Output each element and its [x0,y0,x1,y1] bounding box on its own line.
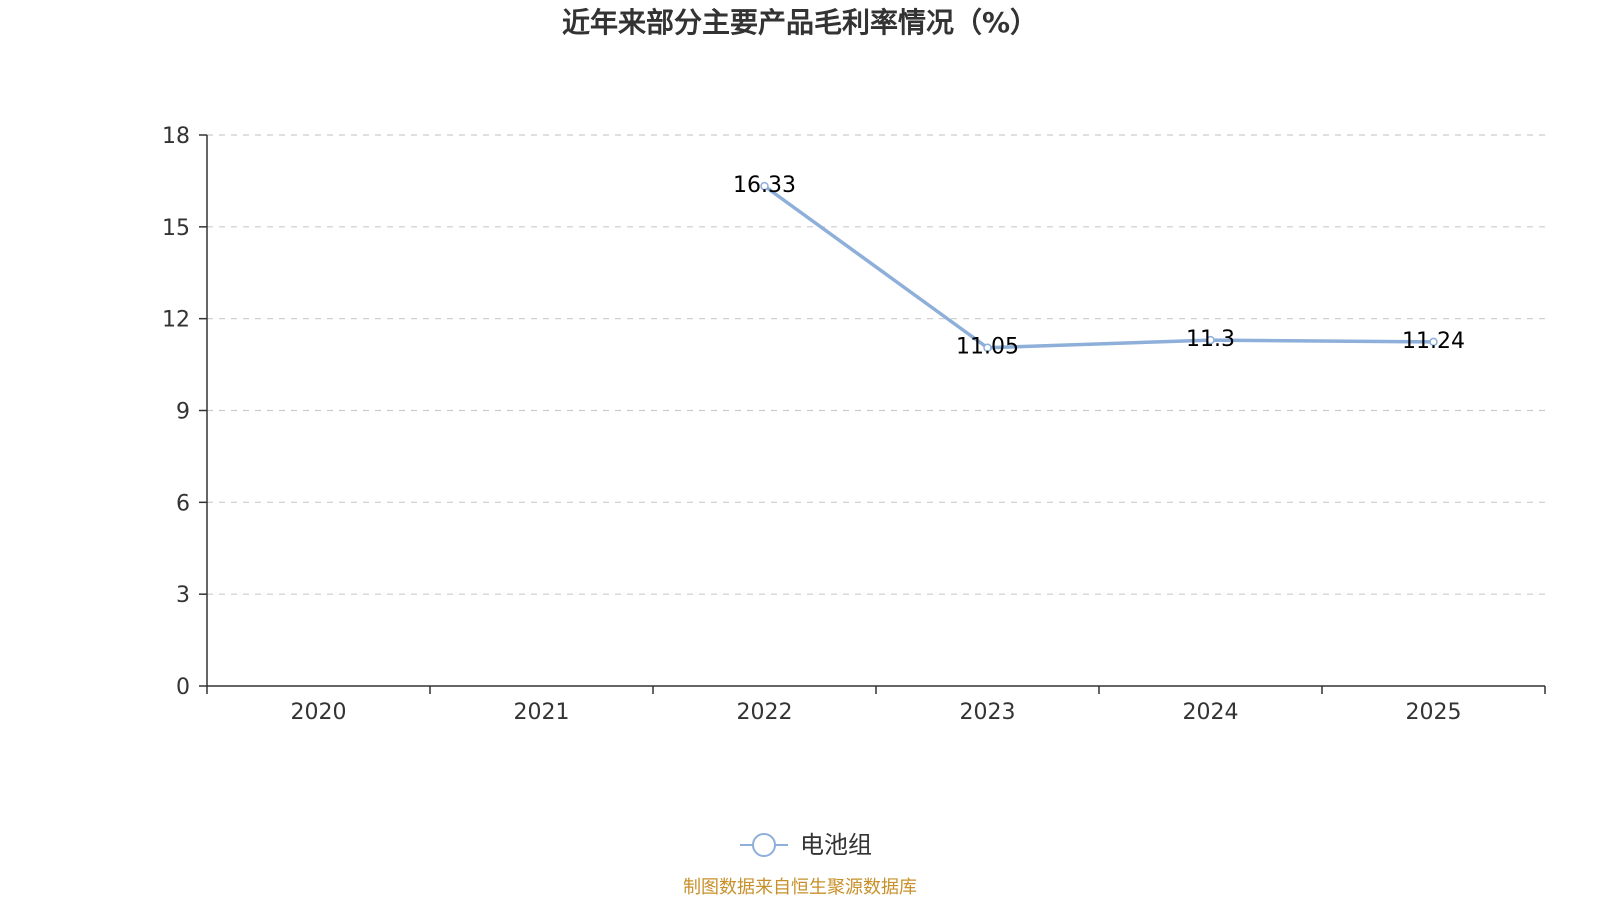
series-layer [760,181,1438,352]
legend[interactable]: 电池组 [740,831,872,859]
x-tick-label: 2025 [1406,700,1462,725]
grid-lines [207,134,1545,595]
y-tick-label: 6 [176,491,190,516]
x-tick-label: 2023 [960,700,1016,725]
data-label: 11.05 [956,335,1019,360]
x-tick-label: 2022 [737,700,793,725]
data-point[interactable] [1429,337,1438,347]
series-line [762,184,1436,350]
data-label: 11.3 [1186,327,1235,352]
data-point[interactable] [1206,335,1215,345]
axes: 0 3 6 9 12 15 18 2020 2021 2022 2023 2024 2025 [162,124,1546,725]
y-tick-label: 9 [176,400,190,425]
y-tick-label: 0 [176,675,190,700]
legend-marker-icon [752,833,776,857]
y-tick-label: 18 [162,124,190,149]
data-point[interactable] [983,343,992,352]
x-tick-label: 2024 [1183,700,1239,725]
x-tick-label: 2020 [291,700,347,725]
chart-title: 近年来部分主要产品毛利率情况（%） [562,6,1038,39]
x-tick-label: 2021 [514,700,570,725]
data-point[interactable] [760,181,769,191]
y-tick-label: 3 [176,583,190,608]
y-tick-label: 15 [162,216,190,241]
legend-label: 电池组 [800,831,872,859]
data-labels: 16.33 11.05 11.3 11.24 [733,173,1465,360]
y-tick-label: 12 [162,308,190,333]
data-label: 11.24 [1402,329,1465,354]
source-note: 制图数据来自恒生聚源数据库 [683,877,917,898]
data-label: 16.33 [733,173,796,198]
